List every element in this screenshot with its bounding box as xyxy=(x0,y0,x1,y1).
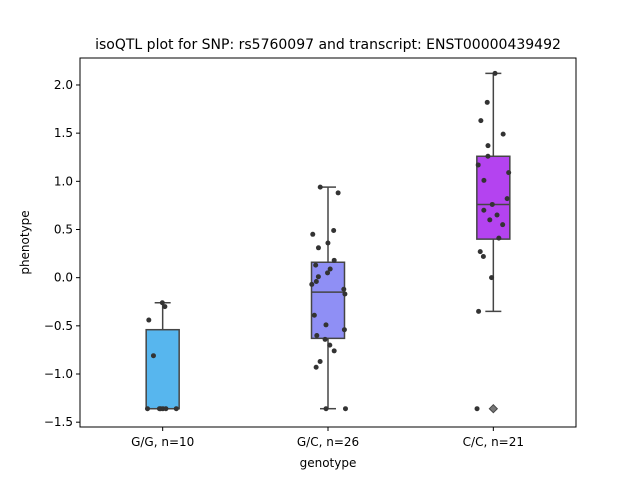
data-point xyxy=(150,353,156,359)
data-point xyxy=(323,406,329,412)
data-point xyxy=(485,143,491,149)
data-point xyxy=(500,222,506,228)
data-point xyxy=(322,336,328,342)
data-point xyxy=(156,406,162,412)
data-point xyxy=(492,70,498,76)
data-point xyxy=(325,270,331,276)
data-point xyxy=(474,406,480,412)
data-point xyxy=(335,190,341,196)
data-point xyxy=(489,275,495,281)
data-point xyxy=(500,131,506,137)
y-tick-label: −1.0 xyxy=(44,367,73,381)
data-point xyxy=(480,253,486,259)
data-point xyxy=(481,207,487,213)
box xyxy=(145,328,180,410)
y-axis-label: phenotype xyxy=(18,210,32,274)
chart-title: isoQTL plot for SNP: rs5760097 and trans… xyxy=(95,37,561,53)
data-point xyxy=(477,249,483,255)
outlier-marker xyxy=(488,403,499,414)
x-tick-label: C/C, n=21 xyxy=(463,435,524,449)
data-point xyxy=(310,231,316,237)
box-group xyxy=(144,300,180,412)
data-point xyxy=(173,406,179,412)
box-group xyxy=(309,184,348,412)
data-point xyxy=(314,332,320,338)
x-tick-label: G/C, n=26 xyxy=(297,435,359,449)
data-point xyxy=(309,281,315,287)
y-axis: −1.5 −1.0 −0.5 0.0 0.5 1.0 1.5 2.0 xyxy=(44,78,80,429)
data-point xyxy=(478,118,484,124)
data-point xyxy=(485,153,491,159)
data-point xyxy=(313,364,319,370)
data-point xyxy=(342,291,348,297)
data-point xyxy=(146,317,152,323)
data-point xyxy=(327,342,333,348)
data-point xyxy=(504,196,510,202)
data-point xyxy=(481,177,487,183)
data-point xyxy=(327,266,333,272)
y-tick-label: 1.0 xyxy=(54,174,73,188)
data-point xyxy=(163,406,169,412)
box-group xyxy=(474,70,512,414)
data-point xyxy=(313,279,319,285)
data-point xyxy=(489,201,495,207)
data-point xyxy=(475,162,481,168)
data-point xyxy=(159,300,165,306)
data-point xyxy=(494,212,500,218)
x-tick-label: G/G, n=10 xyxy=(131,435,194,449)
data-point xyxy=(162,304,168,310)
data-point xyxy=(315,274,321,280)
data-point xyxy=(311,312,317,318)
data-point xyxy=(315,245,321,251)
data-point xyxy=(496,235,502,241)
plot-area xyxy=(144,70,512,414)
x-axis: G/G, n=10 G/C, n=26 C/C, n=21 xyxy=(131,427,524,449)
y-tick-label: 1.5 xyxy=(54,126,73,140)
data-point xyxy=(313,262,319,268)
data-point xyxy=(484,99,490,105)
data-point xyxy=(331,227,337,233)
data-point xyxy=(342,406,348,412)
data-point xyxy=(341,327,347,333)
data-point xyxy=(144,406,150,412)
data-point xyxy=(506,170,512,176)
data-point xyxy=(317,184,323,190)
data-point xyxy=(317,358,323,364)
data-point xyxy=(325,240,331,246)
y-tick-label: −1.5 xyxy=(44,415,73,429)
data-point xyxy=(331,348,337,354)
y-tick-label: −0.5 xyxy=(44,319,73,333)
data-point xyxy=(487,217,493,223)
data-point xyxy=(323,322,329,328)
data-point xyxy=(476,308,482,314)
x-axis-label: genotype xyxy=(300,456,357,470)
y-tick-label: 0.5 xyxy=(54,222,73,236)
y-tick-label: 2.0 xyxy=(54,78,73,92)
data-point xyxy=(331,257,337,263)
data-point xyxy=(341,286,347,292)
y-tick-label: 0.0 xyxy=(54,271,73,285)
